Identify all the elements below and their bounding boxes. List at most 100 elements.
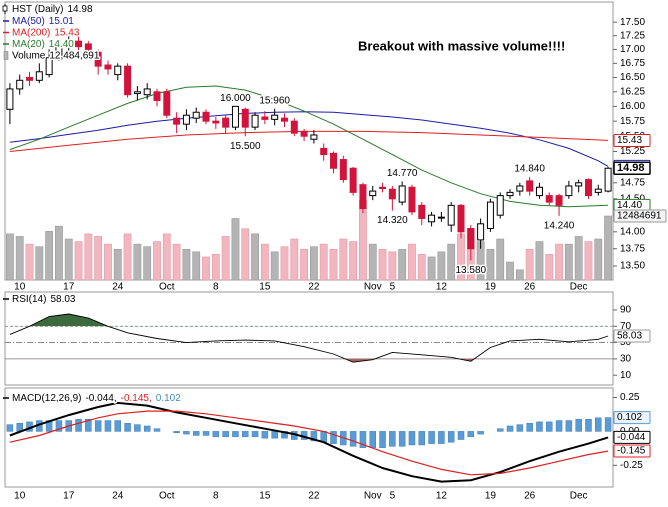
macd-histogram-bar	[202, 431, 210, 436]
value-badge-label: 0.102	[617, 412, 642, 423]
value-badge-label: -0.044	[617, 432, 646, 443]
volume-bar	[329, 248, 338, 281]
candle-body	[359, 184, 367, 210]
macd-histogram-bar	[143, 425, 151, 432]
macd-histogram-bar	[369, 431, 376, 448]
value-badge-label: 14.40	[617, 200, 642, 211]
volume-bar	[545, 254, 554, 281]
volume-bar	[368, 243, 377, 281]
y-tick-label: 30	[620, 354, 632, 365]
macd-histogram-bar	[457, 431, 465, 440]
legend-label: MA(20)	[12, 39, 45, 50]
legend-value: 15.01	[49, 16, 74, 27]
candle-body	[26, 76, 34, 81]
candle-body	[173, 117, 181, 125]
candle-body	[202, 111, 210, 122]
macd-histogram-bar	[418, 431, 426, 446]
legend-label: HST (Daily)	[12, 4, 63, 15]
candle-body	[104, 64, 112, 70]
volume-bar	[192, 251, 201, 281]
value-badge	[613, 411, 651, 425]
candle-body	[467, 227, 475, 250]
candle-body	[477, 223, 485, 241]
volume-bar	[506, 261, 514, 281]
volume-bar	[310, 246, 318, 281]
volume-bar	[64, 238, 73, 281]
macd-histogram-bar	[398, 431, 406, 447]
candle-body	[369, 190, 377, 197]
candle-body	[565, 185, 573, 197]
candle-body	[584, 179, 592, 197]
legend-entry: RSI(14) 58.03	[12, 294, 76, 305]
value-badge	[613, 209, 667, 223]
macd-histogram-bar	[585, 418, 592, 432]
y-tick-label: 15.75	[620, 116, 645, 127]
legend-label: MA(200)	[12, 27, 50, 38]
candle-body	[65, 40, 73, 48]
candle-body	[339, 159, 347, 181]
x-tick-label: 5	[390, 491, 396, 502]
macd-histogram-bar	[555, 420, 563, 432]
y-tick-label: 50	[620, 337, 632, 348]
volume-bar	[574, 236, 583, 281]
macd-histogram-bar	[153, 428, 161, 432]
value-badge-label: 12484691	[617, 211, 662, 222]
volume-bar	[515, 269, 524, 281]
rsi-oversold-fill	[9, 358, 609, 363]
legend-value: 14.40	[49, 39, 74, 50]
x-tick-label: 15	[259, 491, 271, 502]
y-tick-label: 13.75	[620, 243, 645, 254]
candle-body	[75, 40, 83, 48]
x-tick-label: 12	[436, 282, 448, 293]
candle-body	[408, 186, 416, 213]
candle-body	[212, 120, 220, 124]
macd-histogram-bar	[447, 431, 455, 443]
candle-body	[35, 71, 43, 81]
x-tick-label: 19	[485, 491, 497, 502]
x-tick-label: Dec	[570, 491, 588, 502]
volume-bar	[84, 233, 93, 281]
macd-histogram-bar	[408, 431, 416, 446]
value-badge-label: 14.98	[617, 162, 645, 174]
legend-value: 15.43	[54, 27, 79, 38]
y-tick-label: -0.25	[620, 460, 643, 471]
candle-body	[231, 105, 239, 128]
legend-entry: Volume 12,484,691	[12, 50, 100, 61]
panel-frame	[4, 387, 614, 488]
legend-value: 0.102	[156, 393, 181, 404]
volume-bar	[300, 248, 308, 281]
x-tick-label: Nov	[364, 282, 382, 293]
legend-value: -0.044,	[85, 393, 116, 404]
legend-label: Volume	[12, 50, 46, 61]
price-label: 16.000	[220, 93, 251, 104]
volume-bar	[447, 243, 456, 281]
value-badge	[613, 133, 651, 147]
volume-bar	[221, 236, 230, 281]
macd-histogram-bar	[496, 428, 504, 432]
macd-histogram-bar	[467, 431, 475, 438]
y-tick-label: 70	[620, 321, 632, 332]
candle-body	[604, 167, 612, 192]
x-tick-label: 19	[485, 282, 497, 293]
volume-bar	[555, 243, 563, 281]
macd-histogram-bar	[506, 425, 514, 432]
y-tick-label: 17.50	[620, 17, 645, 28]
candle-body	[124, 65, 132, 96]
volume-bar	[339, 238, 348, 281]
value-badge	[613, 161, 651, 176]
y-tick-label: 17.00	[620, 44, 645, 55]
x-tick-label: 22	[308, 282, 320, 293]
panel-frame	[4, 291, 614, 386]
value-badge-label: 58.03	[617, 331, 642, 342]
macd-histogram-bar	[124, 423, 131, 432]
volume-bar	[388, 251, 397, 281]
candle-body	[506, 191, 514, 197]
y-tick-label: 0.25	[620, 392, 640, 403]
legend-label: MACD(12,26,9)	[12, 393, 81, 404]
y-tick-label: 16.25	[620, 86, 645, 97]
candle-body	[575, 182, 583, 187]
volume-bar	[211, 254, 220, 281]
value-badge	[613, 430, 651, 444]
candle-body	[153, 91, 161, 102]
y-tick-label: 10	[620, 370, 632, 381]
